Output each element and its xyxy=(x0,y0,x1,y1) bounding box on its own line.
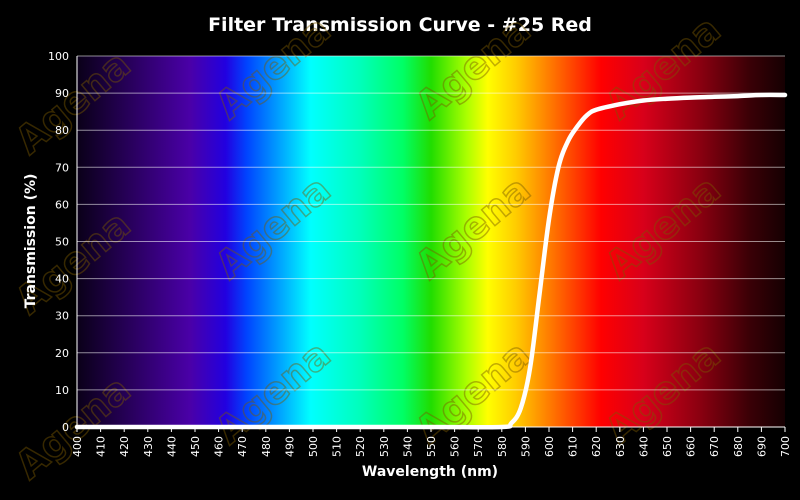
x-tick-label: 470 xyxy=(236,436,249,457)
x-tick-label: 680 xyxy=(732,436,745,457)
y-tick-label: 40 xyxy=(55,273,69,286)
x-tick-label: 570 xyxy=(472,436,485,457)
x-axis-ticks: 400 410 420 430 440 450 460 470 480 490 500 510 520 5… xyxy=(71,427,792,457)
y-tick-label: 0 xyxy=(62,421,69,434)
x-tick-label: 690 xyxy=(755,436,768,457)
x-tick-label: 660 xyxy=(685,436,698,457)
x-tick-label: 650 xyxy=(661,436,674,457)
x-tick-label: 510 xyxy=(331,436,344,457)
gridlines xyxy=(77,55,785,391)
chart-title: Filter Transmission Curve - #25 Red xyxy=(208,14,592,36)
y-tick-label: 80 xyxy=(55,124,69,137)
x-tick-label: 590 xyxy=(519,436,532,457)
x-tick-label: 450 xyxy=(189,436,202,457)
y-tick-label: 70 xyxy=(55,161,69,174)
x-tick-label: 560 xyxy=(449,436,462,457)
x-tick-label: 700 xyxy=(779,436,792,457)
x-tick-label: 640 xyxy=(637,436,650,457)
x-tick-label: 420 xyxy=(118,436,131,457)
y-tick-label: 90 xyxy=(55,87,69,100)
y-tick-label: 20 xyxy=(55,347,69,360)
x-tick-label: 580 xyxy=(496,436,509,457)
y-tick-label: 30 xyxy=(55,310,69,323)
x-tick-label: 630 xyxy=(614,436,627,457)
x-tick-label: 440 xyxy=(165,436,178,457)
y-axis-ticks: 0 10 20 30 40 50 60 70 80 90 100 xyxy=(48,50,69,434)
x-tick-label: 600 xyxy=(543,436,556,457)
x-tick-label: 550 xyxy=(425,436,438,457)
x-tick-label: 400 xyxy=(71,436,84,457)
y-tick-label: 60 xyxy=(55,198,69,211)
x-tick-label: 620 xyxy=(590,436,603,457)
x-tick-label: 460 xyxy=(213,436,226,457)
x-tick-label: 430 xyxy=(142,436,155,457)
x-tick-label: 610 xyxy=(567,436,580,457)
x-tick-label: 490 xyxy=(283,436,296,457)
y-tick-label: 10 xyxy=(55,384,69,397)
y-tick-label: 100 xyxy=(48,50,69,63)
y-axis-label: Transmission (%) xyxy=(23,174,39,309)
x-tick-label: 480 xyxy=(260,436,273,457)
y-tick-label: 50 xyxy=(55,236,69,249)
transmission-curve xyxy=(74,92,788,430)
x-tick-label: 500 xyxy=(307,436,320,457)
x-tick-label: 410 xyxy=(95,436,108,457)
x-tick-label: 520 xyxy=(354,436,367,457)
x-tick-label: 530 xyxy=(378,436,391,457)
x-tick-label: 670 xyxy=(708,436,721,457)
x-axis-label: Wavelength (nm) xyxy=(362,464,498,480)
x-tick-label: 540 xyxy=(401,436,414,457)
